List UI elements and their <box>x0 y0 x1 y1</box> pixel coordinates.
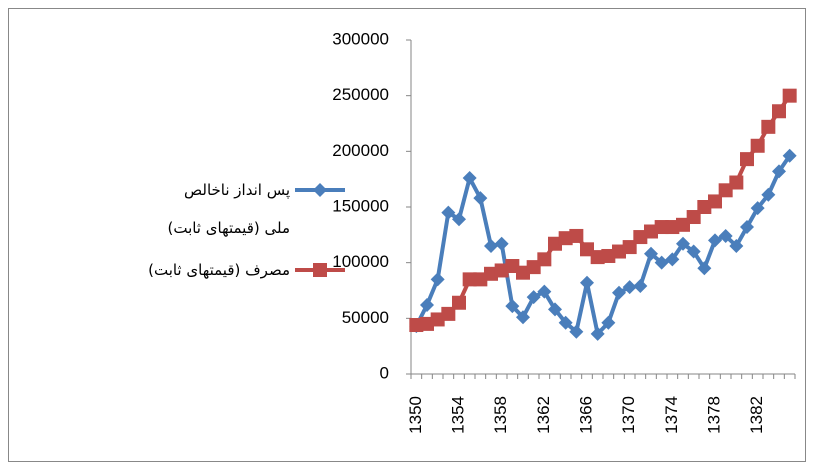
x-tick-label: 1350 <box>406 396 425 434</box>
point <box>601 315 616 330</box>
point <box>494 236 509 251</box>
y-tick-label: 150000 <box>332 196 389 215</box>
point <box>462 272 477 287</box>
point <box>558 315 573 330</box>
point <box>750 138 765 153</box>
point <box>772 104 786 119</box>
point <box>580 275 594 290</box>
point <box>548 236 562 251</box>
point <box>676 236 690 251</box>
point <box>718 228 733 243</box>
point <box>633 279 648 294</box>
point <box>676 217 690 232</box>
point <box>740 220 754 235</box>
point <box>697 200 712 214</box>
point <box>441 205 456 220</box>
x-tick-label: 1366 <box>576 396 595 434</box>
point <box>569 228 584 243</box>
x-tick-label: 1378 <box>704 396 723 434</box>
point <box>590 326 605 341</box>
x-tick-label: 1354 <box>448 396 467 434</box>
x-tick-label: 1358 <box>491 396 510 434</box>
point <box>313 183 327 197</box>
y-tick-label: 0 <box>380 363 389 382</box>
y-tick-label: 50000 <box>342 308 389 327</box>
point <box>665 252 680 267</box>
point <box>761 119 776 134</box>
point <box>537 252 552 267</box>
point <box>569 324 584 339</box>
point <box>590 250 605 265</box>
point <box>537 284 552 299</box>
point <box>612 285 626 300</box>
legend-label: پس انداز ناخالص ملی (قیمتهای ثابت) <box>167 181 290 237</box>
point <box>473 272 488 287</box>
point <box>430 272 445 287</box>
point <box>708 194 722 209</box>
point <box>516 310 530 325</box>
point <box>516 265 530 280</box>
point <box>750 201 765 216</box>
point <box>686 210 701 225</box>
point <box>430 312 445 327</box>
y-tick-label: 200000 <box>332 141 389 160</box>
point <box>601 248 616 263</box>
x-tick-label: 1362 <box>534 396 553 434</box>
point <box>654 220 669 235</box>
point <box>654 255 669 270</box>
point <box>484 238 498 253</box>
point <box>494 263 509 278</box>
point <box>484 266 498 281</box>
point <box>782 88 797 103</box>
point <box>761 187 776 202</box>
point <box>313 263 327 277</box>
point <box>612 244 626 259</box>
point <box>558 231 573 246</box>
point <box>580 242 594 257</box>
chart-frame <box>8 8 806 462</box>
point <box>420 316 434 331</box>
point <box>644 224 658 239</box>
legend-label: مصرف (قیمتهای ثابت) <box>148 261 290 279</box>
point <box>622 280 637 295</box>
point <box>622 240 637 255</box>
point <box>548 302 562 317</box>
point <box>686 244 701 259</box>
point <box>473 191 488 206</box>
point <box>633 230 648 245</box>
point <box>505 259 520 274</box>
point <box>526 260 541 275</box>
point <box>718 183 733 198</box>
x-tick-label: 1374 <box>662 396 681 434</box>
point <box>782 148 797 163</box>
point <box>665 220 680 235</box>
point <box>505 299 520 314</box>
x-tick-label: 1370 <box>619 396 638 434</box>
point <box>409 318 424 333</box>
x-tick-label: 1382 <box>747 396 766 434</box>
point <box>740 152 754 167</box>
point <box>420 297 434 312</box>
point <box>729 175 744 190</box>
point <box>772 164 786 179</box>
point <box>452 295 466 310</box>
y-tick-label: 250000 <box>332 85 389 104</box>
y-tick-label: 300000 <box>332 29 389 48</box>
point <box>697 261 712 276</box>
point <box>462 171 477 186</box>
point <box>526 290 541 305</box>
point <box>729 238 744 253</box>
point <box>644 246 658 261</box>
point <box>708 233 722 248</box>
point <box>452 212 466 227</box>
point <box>441 306 456 321</box>
y-tick-label: 100000 <box>332 252 389 271</box>
